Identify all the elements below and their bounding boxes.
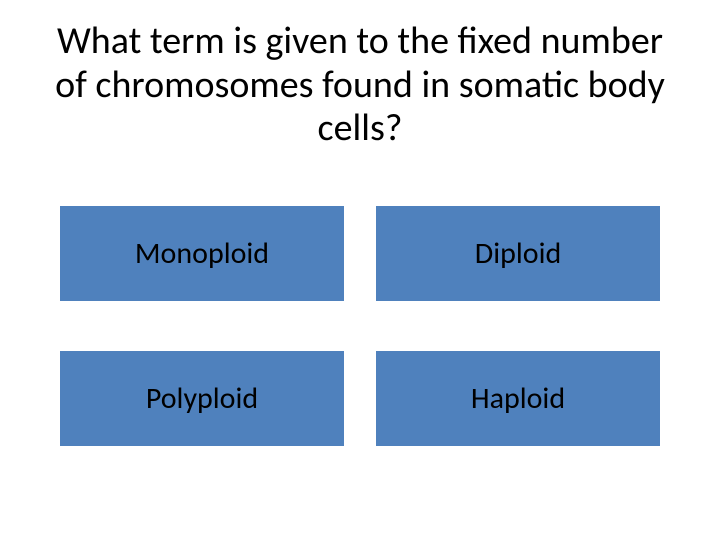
option-label: Haploid: [471, 380, 565, 417]
option-label: Polyploid: [146, 380, 258, 417]
option-label: Monoploid: [135, 235, 269, 272]
option-card-polyploid[interactable]: Polyploid: [60, 351, 344, 446]
question-area: What term is given to the fixed number o…: [0, 0, 720, 151]
option-label: Diploid: [475, 235, 561, 272]
question-text: What term is given to the fixed number o…: [40, 20, 680, 151]
option-card-monoploid[interactable]: Monoploid: [60, 206, 344, 301]
option-card-haploid[interactable]: Haploid: [376, 351, 660, 446]
option-card-diploid[interactable]: Diploid: [376, 206, 660, 301]
options-grid: Monoploid Diploid Polyploid Haploid: [0, 206, 720, 446]
